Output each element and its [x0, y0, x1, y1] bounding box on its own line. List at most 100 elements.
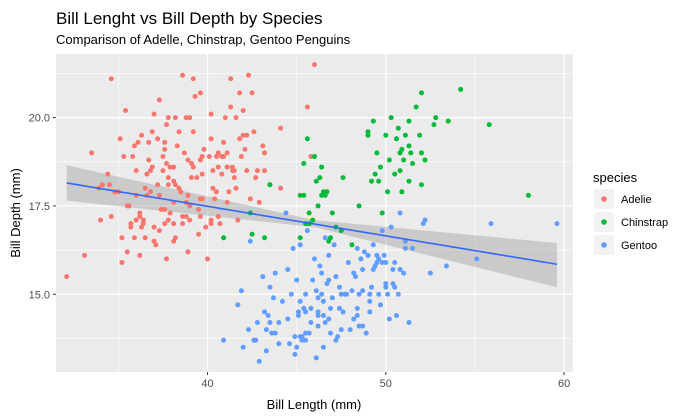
- point-adelie: [156, 228, 162, 234]
- point-adelie: [253, 175, 259, 181]
- point-adelie: [187, 203, 193, 209]
- point-adelie: [164, 256, 170, 262]
- point-adelie: [199, 196, 205, 202]
- point-adelie: [156, 192, 162, 198]
- point-gentoo: [263, 348, 269, 354]
- point-adelie: [126, 203, 132, 209]
- point-gentoo: [367, 291, 373, 297]
- point-adelie: [231, 175, 237, 181]
- point-chinstrap: [395, 125, 401, 131]
- point-gentoo: [308, 320, 314, 326]
- point-adelie: [164, 122, 170, 128]
- point-gentoo: [379, 228, 385, 234]
- y-axis-title: Bill Depth (mm): [8, 168, 23, 258]
- point-adelie: [171, 221, 177, 227]
- point-adelie: [139, 224, 145, 230]
- point-chinstrap: [221, 235, 227, 241]
- point-chinstrap: [319, 164, 325, 170]
- point-gentoo: [263, 327, 269, 333]
- point-gentoo: [303, 291, 309, 297]
- point-gentoo: [256, 358, 262, 364]
- point-adelie: [105, 171, 111, 177]
- point-adelie: [215, 214, 221, 220]
- point-adelie: [165, 182, 171, 188]
- point-adelie: [162, 146, 168, 152]
- point-gentoo: [367, 298, 373, 304]
- point-gentoo: [349, 288, 355, 294]
- point-gentoo: [240, 344, 246, 350]
- point-gentoo: [303, 309, 309, 315]
- point-chinstrap: [486, 122, 492, 128]
- point-adelie: [221, 153, 227, 159]
- point-adelie: [256, 199, 262, 205]
- point-adelie: [304, 104, 310, 110]
- point-gentoo: [365, 252, 371, 258]
- point-adelie: [174, 143, 180, 149]
- point-adelie: [244, 132, 250, 138]
- point-adelie: [142, 235, 148, 241]
- plot-panel: [56, 54, 573, 372]
- point-adelie: [155, 182, 161, 188]
- point-adelie: [176, 185, 182, 191]
- point-chinstrap: [458, 86, 464, 92]
- point-gentoo: [322, 235, 328, 241]
- point-gentoo: [315, 323, 321, 329]
- point-adelie: [196, 206, 202, 212]
- point-adelie: [165, 175, 171, 181]
- y-tick-label: 20.0: [29, 113, 50, 125]
- point-gentoo: [353, 274, 359, 280]
- point-adelie: [167, 164, 173, 170]
- point-gentoo: [319, 270, 325, 276]
- point-adelie: [197, 214, 203, 220]
- point-gentoo: [395, 291, 401, 297]
- point-chinstrap: [377, 164, 383, 170]
- point-gentoo: [354, 305, 360, 311]
- point-chinstrap: [370, 118, 376, 124]
- legend-label-chinstrap: Chinstrap: [621, 217, 668, 229]
- point-chinstrap: [312, 153, 317, 159]
- point-chinstrap: [397, 168, 403, 174]
- point-chinstrap: [372, 171, 378, 177]
- point-gentoo: [285, 267, 291, 273]
- point-adelie: [221, 139, 227, 145]
- point-chinstrap: [262, 235, 268, 241]
- point-chinstrap: [399, 146, 405, 152]
- point-gentoo: [254, 320, 260, 326]
- point-adelie: [194, 175, 200, 181]
- point-gentoo: [385, 291, 391, 297]
- point-gentoo: [297, 298, 303, 304]
- point-adelie: [160, 153, 166, 159]
- point-gentoo: [376, 291, 382, 297]
- point-adelie: [128, 221, 134, 227]
- point-adelie: [106, 182, 112, 188]
- point-adelie: [180, 221, 186, 227]
- point-adelie: [262, 150, 268, 156]
- point-adelie: [98, 217, 104, 223]
- point-adelie: [180, 72, 186, 78]
- point-gentoo: [320, 298, 326, 304]
- point-gentoo: [345, 259, 351, 265]
- point-chinstrap: [374, 150, 380, 156]
- point-adelie: [192, 93, 198, 99]
- point-chinstrap: [388, 115, 394, 121]
- point-adelie: [190, 76, 196, 82]
- point-adelie: [108, 76, 114, 82]
- point-gentoo: [363, 330, 369, 336]
- point-adelie: [308, 153, 314, 159]
- point-gentoo: [221, 337, 227, 343]
- point-adelie: [212, 196, 218, 202]
- point-gentoo: [328, 305, 334, 311]
- point-chinstrap: [267, 182, 273, 188]
- point-chinstrap: [328, 235, 334, 241]
- point-adelie: [206, 153, 212, 159]
- point-gentoo: [351, 316, 357, 322]
- gridlines: [56, 54, 573, 372]
- point-chinstrap: [379, 210, 385, 216]
- point-adelie: [215, 150, 221, 156]
- point-gentoo: [294, 277, 300, 283]
- point-adelie: [146, 157, 152, 163]
- point-adelie: [217, 221, 223, 227]
- point-adelie: [153, 242, 159, 248]
- point-adelie: [133, 217, 139, 223]
